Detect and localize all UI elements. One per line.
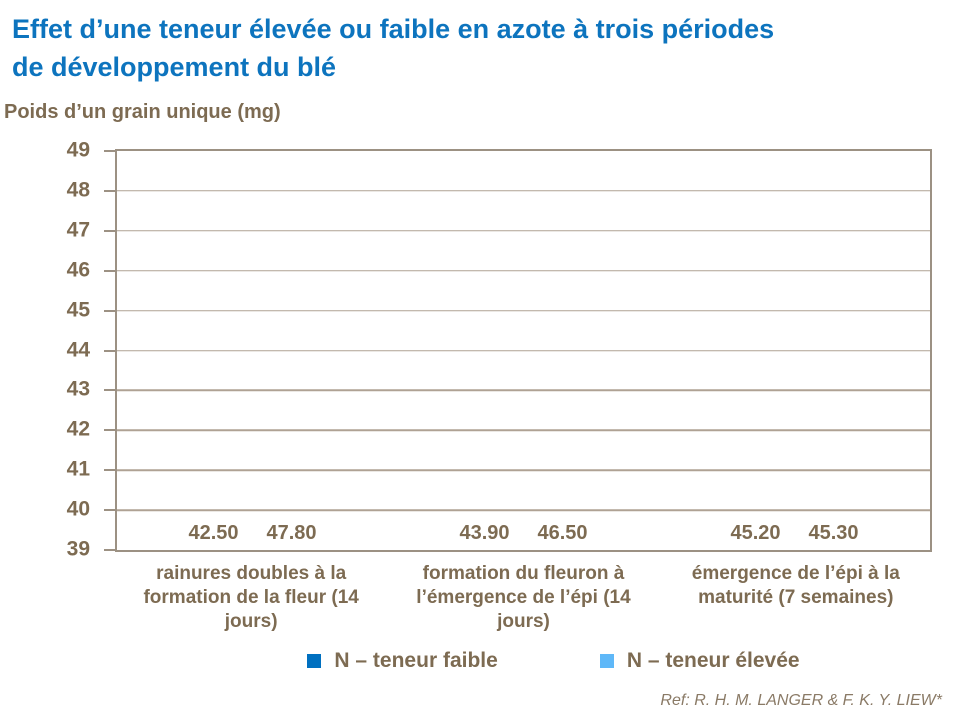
bar-value-label: 43.90 <box>459 522 510 544</box>
y-tick <box>104 269 115 272</box>
bar-groups: 42.50 47.80 43.90 46.50 45.20 45.30 <box>117 151 930 550</box>
bar-group: 43.90 46.50 <box>388 151 659 550</box>
bar-value-label: 45.30 <box>808 522 859 544</box>
y-tick <box>104 150 115 152</box>
y-tick <box>104 429 115 432</box>
legend-item-1: N – teneur élevée <box>599 649 800 673</box>
y-tick <box>104 509 115 512</box>
legend-swatch <box>307 654 322 668</box>
y-axis-label: 41 <box>66 457 90 481</box>
gridline <box>117 309 930 312</box>
y-axis-label: 40 <box>66 497 90 521</box>
bar-group: 42.50 47.80 <box>117 151 388 550</box>
bar-value-label: 46.50 <box>537 522 588 544</box>
y-tick <box>104 309 115 312</box>
gridline <box>117 190 930 192</box>
slide-title: Effet d’une teneur élevée ou faible en a… <box>12 10 947 86</box>
y-tick <box>104 469 115 472</box>
y-axis-label: 42 <box>66 417 90 441</box>
slide-title-line-1: Effet d’une teneur élevée ou faible en a… <box>12 14 775 44</box>
gridline <box>117 269 930 272</box>
y-axis-label: 48 <box>66 178 90 202</box>
gridline <box>117 429 930 432</box>
y-axis-label: 39 <box>66 537 90 561</box>
chart-legend: N – teneur faible N – teneur élevée <box>115 649 932 673</box>
category-label: rainures doubles à la formation de la fl… <box>143 563 359 632</box>
category-label: émergence de l’épi à la maturité (7 sema… <box>691 563 900 608</box>
bar-value-label: 45.20 <box>730 522 781 544</box>
y-axis-label: 45 <box>66 298 90 322</box>
legend-swatch <box>599 654 614 668</box>
y-tick <box>104 189 115 192</box>
y-tick <box>104 549 115 551</box>
gridline <box>117 509 930 511</box>
legend-label: N – teneur faible <box>334 649 498 672</box>
category-label: formation du fleuron à l’émergence de l’… <box>416 563 631 632</box>
y-axis-label: 44 <box>66 338 90 362</box>
gridline <box>117 389 930 392</box>
bar-group: 45.20 45.30 <box>659 151 930 550</box>
y-axis-title: Poids d’un grain unique (mg) <box>4 101 281 123</box>
x-axis-category-labels: rainures doubles à la formation de la fl… <box>115 562 932 634</box>
gridline <box>117 230 930 232</box>
slide-title-line-2: de développement du blé <box>12 52 337 82</box>
y-axis-label: 47 <box>66 218 90 242</box>
y-axis-label: 43 <box>66 377 90 401</box>
plot-area: 42.50 47.80 43.90 46.50 45.20 45.30 <box>115 149 932 552</box>
bar-chart: 42.50 47.80 43.90 46.50 45.20 45.30 39 40 41 42 4… <box>0 139 960 561</box>
legend-item-0: N – teneur faible <box>307 649 498 673</box>
legend-label: N – teneur élevée <box>626 649 800 672</box>
bar-value-label: 47.80 <box>266 522 317 544</box>
y-tick <box>104 389 115 392</box>
y-tick <box>104 229 115 232</box>
bar-value-label: 42.50 <box>188 522 239 544</box>
y-tick <box>104 349 115 352</box>
gridline <box>117 349 930 352</box>
y-axis-label: 49 <box>66 138 90 162</box>
reference-text: Ref: R. H. M. LANGER & F. K. Y. LIEW* <box>660 692 942 709</box>
gridline <box>117 469 930 471</box>
y-axis-label: 46 <box>66 258 90 282</box>
